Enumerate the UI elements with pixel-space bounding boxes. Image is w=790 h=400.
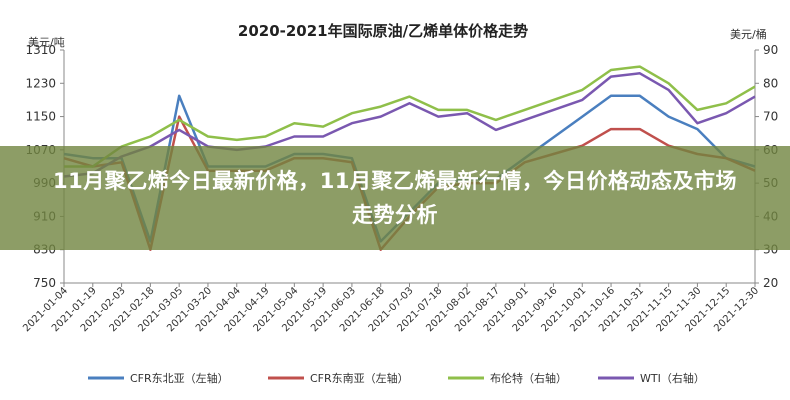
right-tick-label: 20 — [763, 276, 778, 290]
right-tick-label: 80 — [763, 76, 778, 90]
banner-text: 11月聚乙烯今日最新价格，11月聚乙烯最新行情，今日价格动态及市场走势分析 — [53, 169, 737, 227]
left-tick-label: 750 — [33, 276, 56, 290]
left-tick-label: 1150 — [25, 110, 56, 124]
legend-label: WTI（右轴） — [640, 371, 705, 385]
legend-label: CFR东北亚（左轴） — [130, 371, 229, 385]
right-axis-unit: 美元/桶 — [730, 27, 767, 41]
chart-title: 2020-2021年国际原油/乙烯单体价格走势 — [238, 22, 528, 40]
series-line-3 — [64, 65, 756, 168]
right-tick-label: 90 — [763, 43, 778, 57]
legend-label: CFR东南亚（左轴） — [310, 371, 409, 385]
left-tick-label: 1310 — [25, 43, 56, 57]
left-tick-label: 1230 — [25, 76, 56, 90]
left-axis-unit: 美元/吨 — [28, 36, 65, 49]
series-line-4 — [63, 72, 756, 178]
legend: CFR东北亚（左轴） CFR东南亚（左轴） 布伦特（右轴） WTI（右轴） — [88, 371, 705, 385]
legend-label: 布伦特（右轴） — [490, 371, 567, 385]
title-banner: 11月聚乙烯今日最新价格，11月聚乙烯最新行情，今日价格动态及市场走势分析 — [0, 146, 790, 250]
right-tick-label: 70 — [763, 110, 778, 124]
